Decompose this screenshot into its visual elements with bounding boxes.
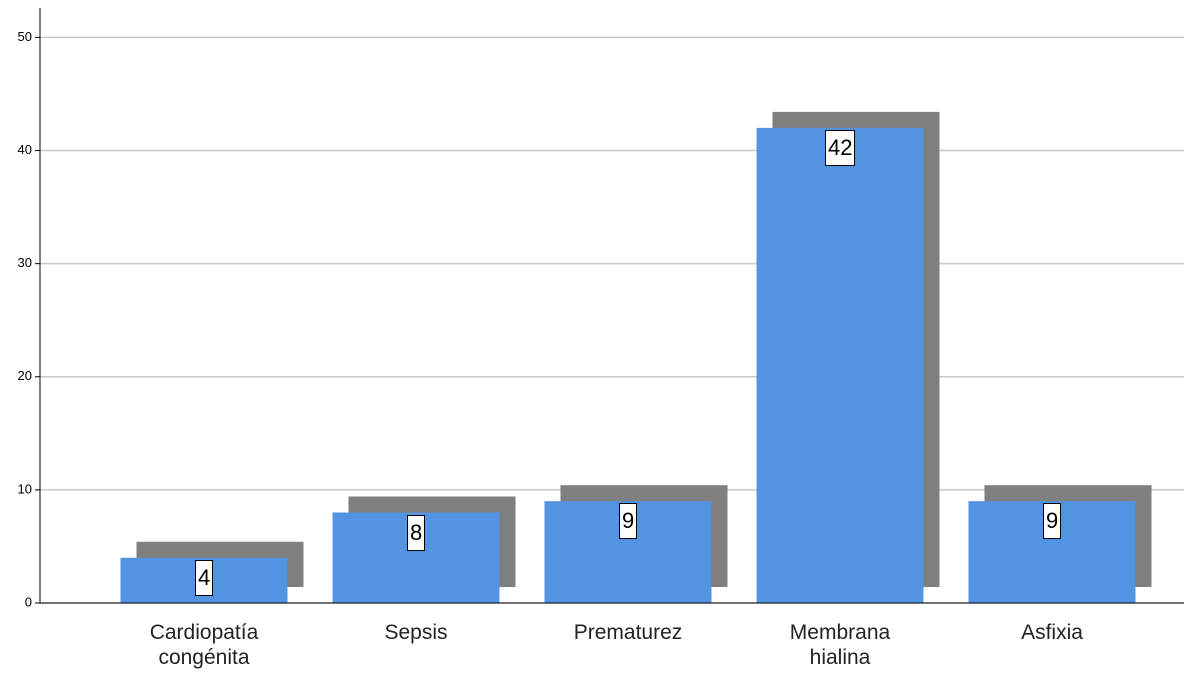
value-label: 4	[195, 559, 214, 596]
y-tick-label: 0	[25, 594, 32, 609]
value-label: 9	[1043, 503, 1062, 540]
x-tick-label: Asfixia	[1021, 621, 1083, 644]
value-label: 42	[825, 129, 856, 166]
x-tick-label: Cardiopatía congénita	[149, 621, 259, 669]
x-tick-label: Sepsis	[384, 621, 448, 644]
value-label: 8	[407, 514, 426, 551]
value-label: 9	[619, 503, 638, 540]
y-tick-label: 10	[18, 481, 32, 496]
y-tick-label: 30	[18, 255, 32, 270]
x-tick-label: Prematurez	[573, 621, 683, 644]
y-tick-label: 40	[18, 142, 32, 157]
y-tick-label: 50	[18, 29, 32, 44]
bar	[756, 127, 924, 604]
x-tick-label: Membrana hialina	[789, 621, 891, 669]
y-tick-label: 20	[18, 368, 32, 383]
